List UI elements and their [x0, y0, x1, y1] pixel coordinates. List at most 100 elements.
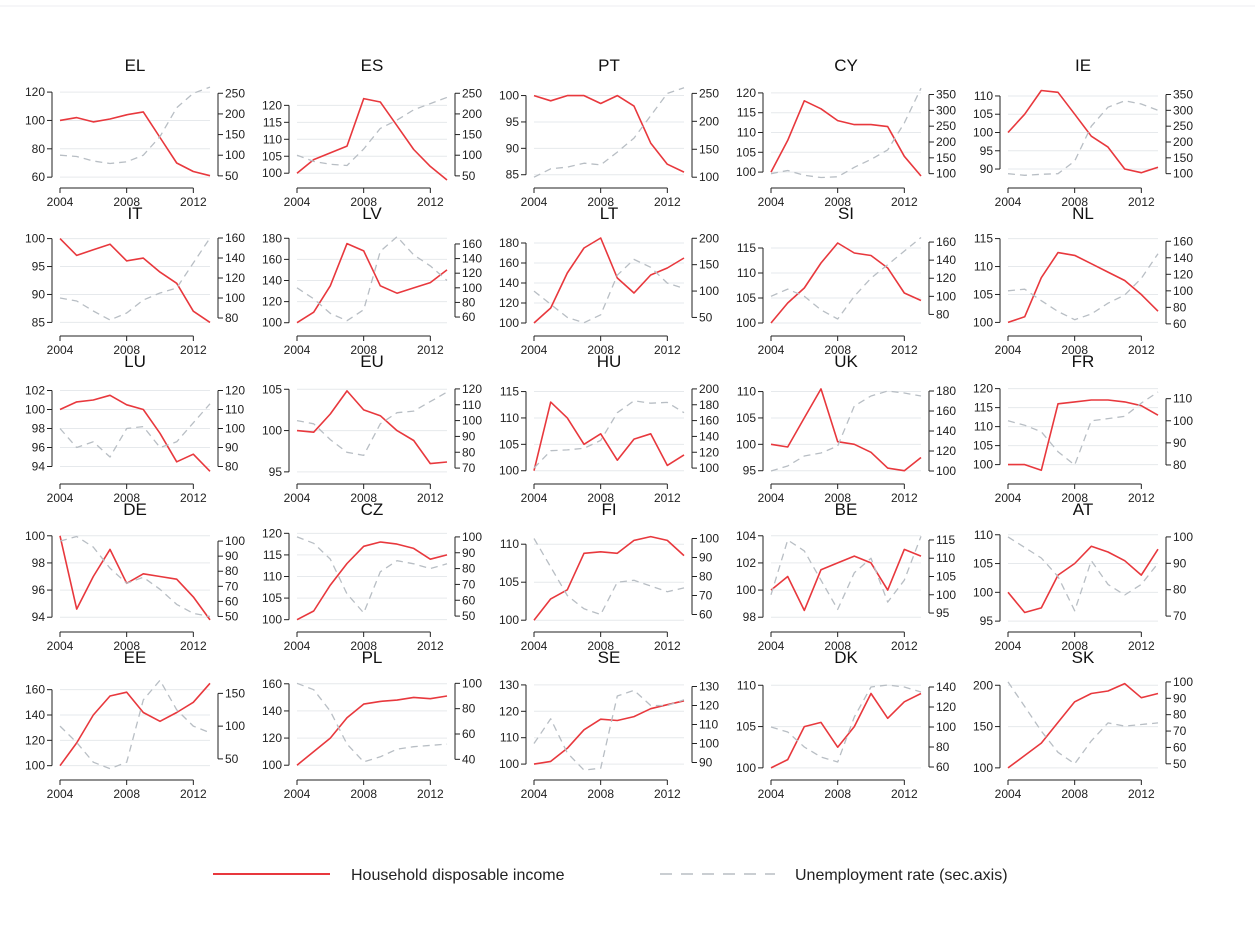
right-tick-label: 250 [1173, 119, 1193, 133]
left-tick-label: 140 [25, 708, 45, 722]
left-tick-label: 85 [506, 168, 520, 182]
right-tick-label: 150 [462, 128, 482, 142]
x-tick-label: 2004 [521, 787, 548, 801]
panel-title: IE [1075, 56, 1091, 75]
panel-es: ES 100 105 110 115 120 50 100 150 200 250 2004 2008 2… [262, 56, 482, 209]
right-tick-label: 80 [936, 740, 950, 754]
left-tick-label: 100 [25, 232, 45, 246]
income-line [770, 100, 922, 177]
right-tick-label: 115 [936, 533, 955, 547]
x-tick-label: 2008 [587, 639, 614, 653]
right-tick-label: 80 [225, 311, 239, 325]
panel-title: HU [597, 352, 622, 371]
right-tick-label: 80 [1173, 300, 1187, 314]
x-tick-label: 2008 [824, 343, 851, 357]
right-tick-label: 140 [462, 252, 482, 266]
right-tick-label: 100 [462, 281, 482, 295]
right-tick-label: 110 [225, 403, 244, 417]
right-tick-label: 100 [1173, 284, 1193, 298]
right-tick-label: 150 [1173, 151, 1193, 165]
left-tick-label: 105 [262, 149, 282, 163]
left-tick-label: 100 [499, 89, 519, 103]
right-tick-label: 140 [699, 429, 719, 443]
legend-unemployment-label: Unemployment rate (sec.axis) [795, 867, 1008, 884]
right-tick-label: 100 [699, 532, 719, 546]
left-tick-label: 100 [262, 424, 282, 438]
income-line [533, 94, 685, 173]
left-tick-label: 130 [499, 678, 519, 692]
right-tick-label: 110 [936, 551, 955, 565]
panel-title: EL [125, 56, 146, 75]
right-tick-label: 50 [1173, 757, 1187, 771]
unemployment-line [1007, 100, 1159, 176]
panel-se: SE 100 110 120 130 90 100 110 120 130 2004 2008 2012 [499, 648, 719, 801]
panel-pt: PT 85 90 95 100 100 150 200 250 2004 2008 2012 [499, 56, 719, 209]
right-tick-label: 250 [225, 86, 245, 100]
x-tick-label: 2012 [180, 787, 207, 801]
left-tick-label: 120 [499, 296, 519, 310]
right-tick-label: 70 [462, 461, 476, 475]
right-tick-label: 80 [462, 295, 476, 309]
left-tick-label: 160 [499, 256, 519, 270]
unemployment-line [533, 400, 685, 469]
right-tick-label: 110 [462, 398, 481, 412]
right-tick-label: 150 [225, 686, 245, 700]
panel-title: EE [124, 648, 147, 667]
panel-be: BE 98 100 102 104 95 100 105 110 115 2004 2008 2012 [736, 500, 956, 653]
panel-title: LU [124, 352, 146, 371]
left-tick-label: 90 [32, 287, 46, 301]
left-tick-label: 110 [737, 678, 756, 692]
left-tick-label: 160 [262, 252, 282, 266]
right-tick-label: 70 [1173, 724, 1187, 738]
panel-title: SI [838, 204, 854, 223]
right-tick-label: 150 [225, 128, 245, 142]
left-tick-label: 140 [499, 276, 519, 290]
x-tick-label: 2008 [350, 491, 377, 505]
left-tick-label: 120 [25, 733, 45, 747]
left-tick-label: 80 [32, 142, 46, 156]
right-tick-label: 60 [1173, 740, 1187, 754]
right-tick-label: 100 [1173, 414, 1193, 428]
income-line [533, 700, 685, 765]
x-tick-label: 2004 [758, 787, 785, 801]
right-tick-label: 90 [1173, 556, 1187, 570]
right-tick-label: 60 [462, 727, 476, 741]
right-tick-label: 350 [1173, 88, 1193, 102]
left-tick-label: 120 [973, 382, 993, 396]
right-tick-label: 250 [936, 119, 956, 133]
left-tick-label: 100 [499, 464, 519, 478]
x-tick-label: 2008 [824, 491, 851, 505]
unemployment-line [59, 403, 211, 458]
left-tick-label: 110 [500, 411, 519, 425]
x-tick-label: 2008 [350, 343, 377, 357]
left-tick-label: 105 [262, 591, 282, 605]
x-tick-label: 2012 [1128, 343, 1155, 357]
right-tick-label: 100 [936, 720, 956, 734]
unemployment-line [533, 689, 685, 771]
right-tick-label: 160 [936, 235, 956, 249]
right-tick-label: 100 [699, 170, 719, 184]
left-tick-label: 105 [973, 287, 993, 301]
unemployment-line [533, 87, 685, 178]
right-tick-label: 80 [462, 562, 476, 576]
left-tick-label: 105 [499, 575, 519, 589]
x-tick-label: 2012 [654, 787, 681, 801]
income-line [533, 535, 685, 621]
x-tick-label: 2012 [417, 787, 444, 801]
right-tick-label: 110 [699, 718, 718, 732]
x-tick-label: 2004 [284, 639, 311, 653]
left-tick-label: 110 [974, 420, 993, 434]
right-tick-label: 160 [1173, 234, 1193, 248]
left-tick-label: 110 [263, 132, 282, 146]
income-line [1007, 682, 1159, 769]
right-tick-label: 100 [699, 737, 719, 751]
unemployment-line [770, 236, 922, 320]
left-tick-label: 95 [32, 260, 46, 274]
right-tick-label: 50 [225, 169, 239, 183]
left-tick-label: 180 [499, 236, 519, 250]
income-line [59, 238, 211, 324]
left-tick-label: 115 [263, 548, 282, 562]
right-tick-label: 100 [462, 414, 482, 428]
right-tick-label: 100 [936, 588, 956, 602]
